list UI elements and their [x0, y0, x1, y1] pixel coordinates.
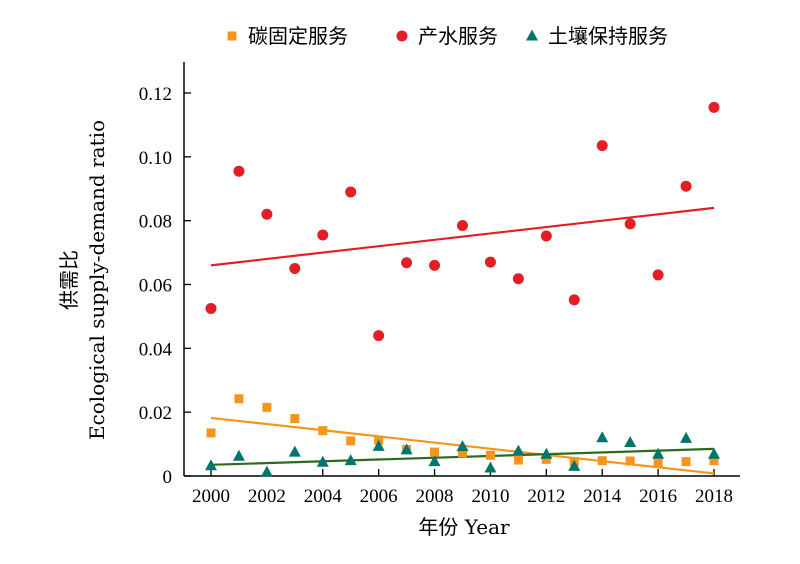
legend-label-3: 土壤保持服务 — [548, 24, 668, 48]
data-point-series-3 — [372, 439, 385, 451]
data-point-series-3 — [652, 447, 665, 459]
data-point-series-1 — [346, 436, 356, 446]
data-point-series-3 — [316, 455, 329, 467]
data-point-series-3 — [596, 431, 609, 443]
x-tick-label: 2000 — [192, 486, 230, 507]
data-point-series-1 — [430, 447, 440, 457]
data-point-series-2 — [457, 219, 468, 231]
data-point-series-2 — [373, 330, 385, 342]
data-point-series-3 — [680, 431, 693, 443]
y-tick-label: 0.04 — [139, 339, 173, 360]
data-point-series-2 — [568, 294, 580, 306]
data-point-series-3 — [232, 449, 245, 461]
data-point-series-2 — [317, 229, 329, 241]
data-point-series-3 — [400, 443, 413, 455]
legend-marker-1 — [227, 31, 237, 41]
data-point-series-1 — [597, 456, 607, 466]
legend: 碳固定服务 产水服务 土壤保持服务 — [227, 24, 668, 48]
x-tick-label: 2010 — [471, 486, 509, 507]
y-tick-label: 0.02 — [139, 403, 172, 424]
y-tick-label: 0 — [163, 467, 173, 488]
data-point-series-2 — [233, 165, 245, 177]
data-point-series-3 — [344, 454, 357, 466]
x-tick-label: 2016 — [639, 486, 677, 507]
data-point-series-2 — [261, 208, 273, 220]
data-point-series-2 — [401, 257, 413, 269]
data-point-series-1 — [541, 454, 551, 464]
data-point-series-2 — [652, 269, 664, 281]
y-tick-label: 0.06 — [139, 276, 172, 297]
data-point-series-3 — [288, 445, 301, 457]
data-point-series-3 — [708, 447, 720, 459]
data-point-series-1 — [709, 456, 719, 466]
data-point-series-2 — [345, 186, 357, 198]
x-tick-label: 2012 — [527, 486, 565, 507]
data-point-series-3 — [568, 459, 581, 471]
data-point-series-1 — [458, 448, 467, 458]
data-point-series-3 — [428, 455, 441, 467]
y-axis-title-en: Ecological supply-demand ratio — [85, 120, 109, 440]
data-point-series-1 — [681, 457, 691, 467]
data-point-series-3 — [624, 435, 637, 447]
trend-line-2 — [210, 206, 715, 267]
legend-label-1: 碳固定服务 — [248, 24, 348, 48]
data-point-series-1 — [653, 458, 663, 468]
data-point-series-2 — [484, 256, 496, 268]
x-tick-label: 2018 — [695, 486, 733, 507]
data-point-series-2 — [708, 101, 720, 113]
x-tick-label: 2008 — [416, 486, 454, 507]
x-tick-label: 2002 — [248, 486, 286, 507]
x-tick-label: 2006 — [360, 486, 398, 507]
data-point-series-2 — [289, 263, 301, 275]
x-axis-title: 年份 Year — [418, 515, 510, 539]
data-point-series-3 — [260, 465, 273, 477]
y-axis-title: 供需比 Ecological supply-demand ratio — [57, 120, 109, 440]
plot-area: 0 0.02 0.04 0.06 0.08 0.10 0.12 2000 2002 2004 200… — [139, 62, 740, 507]
y-tick-label: 0.08 — [139, 212, 172, 233]
data-point-series-1 — [513, 455, 523, 465]
data-point-series-1 — [290, 414, 300, 424]
x-tick-label: 2004 — [304, 486, 343, 507]
data-point-series-2 — [624, 218, 636, 230]
legend-marker-2 — [396, 30, 408, 42]
data-point-series-1 — [625, 456, 635, 466]
data-point-series-2 — [596, 140, 608, 152]
data-point-series-3 — [540, 447, 553, 459]
data-point-series-3 — [512, 444, 525, 456]
data-point-series-2 — [680, 180, 692, 192]
data-point-series-2 — [540, 230, 552, 242]
data-point-series-1 — [485, 450, 495, 460]
y-tick-label: 0.12 — [139, 84, 172, 105]
data-point-series-1 — [234, 394, 244, 404]
y-tick-label: 0.10 — [139, 148, 172, 169]
data-point-series-2 — [429, 259, 441, 271]
data-point-series-1 — [206, 428, 216, 438]
legend-label-2: 产水服务 — [418, 24, 498, 48]
y-axis-title-cn: 供需比 — [57, 250, 81, 310]
data-point-series-2 — [512, 273, 524, 285]
data-point-series-3 — [484, 461, 497, 473]
data-point-series-2 — [205, 302, 217, 314]
data-point-series-3 — [456, 440, 469, 452]
legend-marker-3 — [526, 29, 538, 41]
data-point-series-1 — [318, 426, 328, 436]
data-point-series-3 — [205, 459, 217, 471]
x-tick-label: 2014 — [583, 486, 622, 507]
data-point-series-1 — [262, 402, 272, 412]
